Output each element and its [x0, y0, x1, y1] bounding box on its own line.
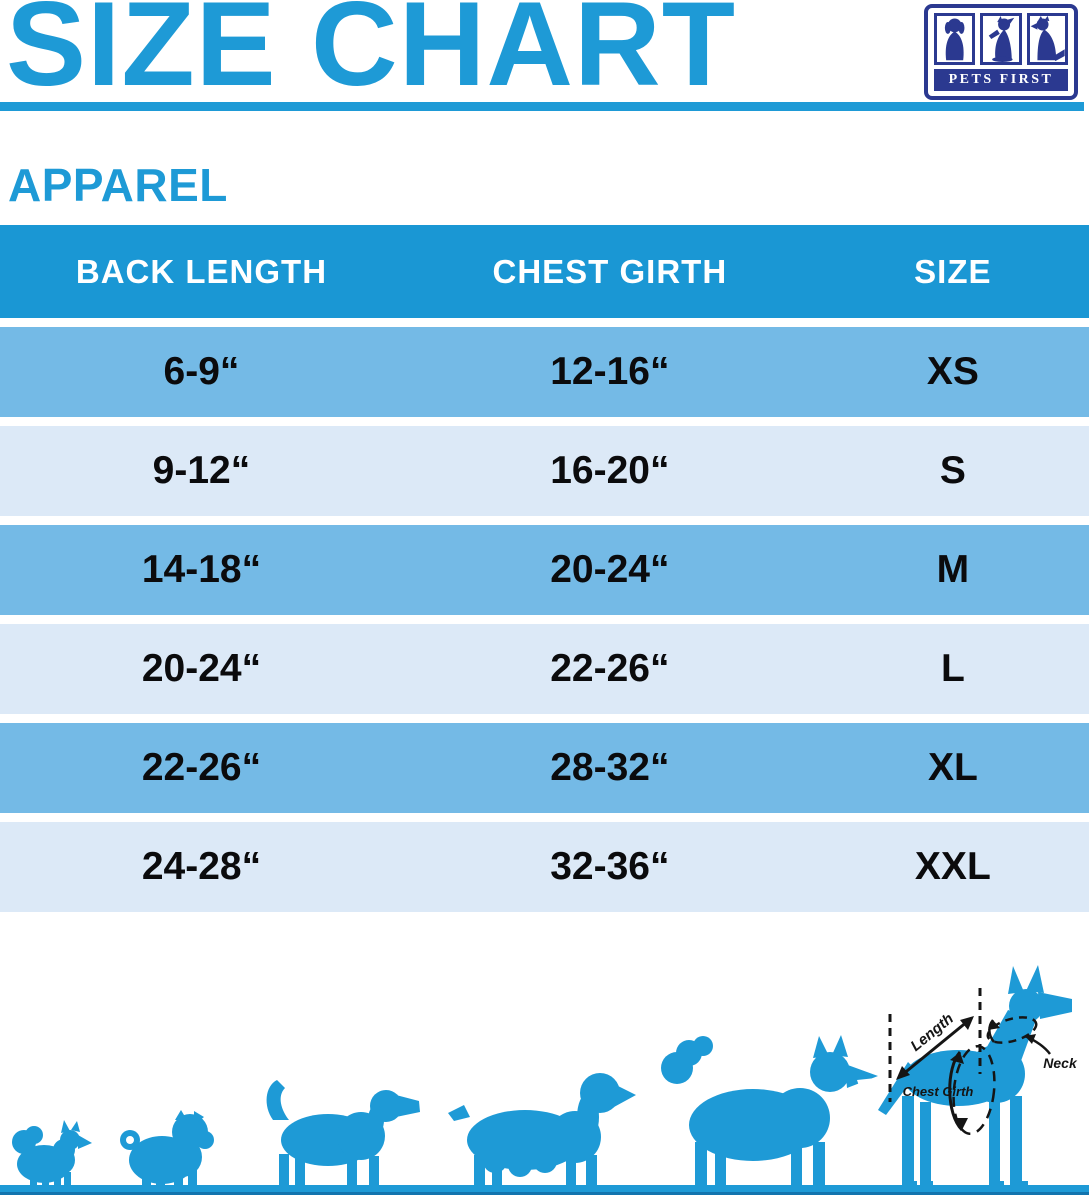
- beagle-silhouette-icon: [266, 1080, 420, 1190]
- chest-girth-value: 22-26“: [550, 647, 670, 690]
- shepherd-dog-icon: [1030, 16, 1065, 62]
- chest-girth-value: 28-32“: [550, 746, 670, 789]
- back-length-value: 6-9“: [163, 350, 240, 393]
- table-row-xxl: 24-28“ 32-36“ XXL: [0, 822, 1089, 912]
- table-row-xl: 22-26“ 28-32“ XL: [0, 723, 1089, 813]
- neck-arrowhead-outer: [1025, 1034, 1036, 1044]
- column-header-back-length: BACK LENGTH: [75, 252, 328, 290]
- chest-girth-ellipse: [952, 1044, 996, 1136]
- chest-arrowhead-top: [950, 1052, 964, 1064]
- logo-dog-panels: [934, 13, 1068, 65]
- neck-label: Neck: [1043, 1055, 1078, 1071]
- size-value: M: [936, 548, 970, 591]
- table-row-s: 9-12“ 16-20“ S: [0, 426, 1089, 516]
- table-row-m: 14-18“ 20-24“ M: [0, 525, 1089, 615]
- ground-bar: [0, 1185, 1089, 1195]
- length-arrowhead-right: [960, 1016, 974, 1030]
- husky-silhouette-icon: [661, 1035, 878, 1190]
- table-row-xs: 6-9“ 12-16“ XS: [0, 327, 1089, 417]
- size-value: S: [939, 449, 966, 492]
- great-dane-silhouette-icon: [878, 965, 1072, 1187]
- section-title-apparel: APPAREL: [8, 159, 228, 211]
- chest-girth-value: 32-36“: [550, 845, 670, 888]
- begging-dog-icon: [989, 16, 1015, 62]
- neck-arc: [988, 1019, 995, 1043]
- length-arrow: [901, 1019, 969, 1077]
- chest-girth-label: Chest Girth: [903, 1084, 974, 1099]
- length-label: Length: [907, 1010, 957, 1055]
- size-value: XXL: [914, 845, 991, 888]
- sitting-dog-icon: [944, 18, 965, 61]
- back-length-value: 9-12“: [152, 449, 251, 492]
- table-row-l: 20-24“ 22-26“ L: [0, 624, 1089, 714]
- logo-panel-3: [1026, 13, 1068, 65]
- page-title: SIZE CHART: [6, 0, 736, 111]
- pug-silhouette-icon: [120, 1110, 214, 1190]
- logo-brand-label: PETS FIRST: [934, 69, 1068, 91]
- back-length-value: 22-26“: [141, 746, 262, 789]
- size-value: L: [940, 647, 965, 690]
- table-header-row: BACK LENGTH CHEST GIRTH SIZE: [0, 225, 1089, 318]
- chest-girth-value: 12-16“: [550, 350, 670, 393]
- pomeranian-silhouette-icon: [12, 1120, 92, 1190]
- logo-panel-1: [934, 13, 976, 65]
- pets-first-logo: PETS FIRST: [924, 4, 1078, 100]
- cocker-spaniel-silhouette-icon: [448, 1073, 636, 1190]
- neck-ellipse: [986, 1016, 1038, 1044]
- back-length-value: 14-18“: [141, 548, 262, 591]
- column-header-chest-girth: CHEST GIRTH: [492, 252, 728, 290]
- back-length-value: 20-24“: [141, 647, 262, 690]
- size-value: XL: [927, 746, 978, 789]
- great-dane-measurement-diagram: Length Chest Girth Neck: [878, 965, 1078, 1187]
- back-length-value: 24-28“: [141, 845, 262, 888]
- neck-arrowhead-inner: [988, 1020, 1000, 1030]
- length-arrowhead-left: [896, 1066, 910, 1080]
- title-underline: [0, 102, 1084, 111]
- column-header-size: SIZE: [914, 252, 992, 290]
- chest-girth-value: 20-24“: [550, 548, 670, 591]
- size-value: XS: [926, 350, 979, 393]
- logo-panel-2: [980, 13, 1022, 65]
- apparel-size-table: BACK LENGTH CHEST GIRTH SIZE 6-9“ 12-16“…: [0, 225, 1089, 921]
- chest-girth-value: 16-20“: [550, 449, 670, 492]
- chest-arrowhead-bottom: [954, 1118, 968, 1130]
